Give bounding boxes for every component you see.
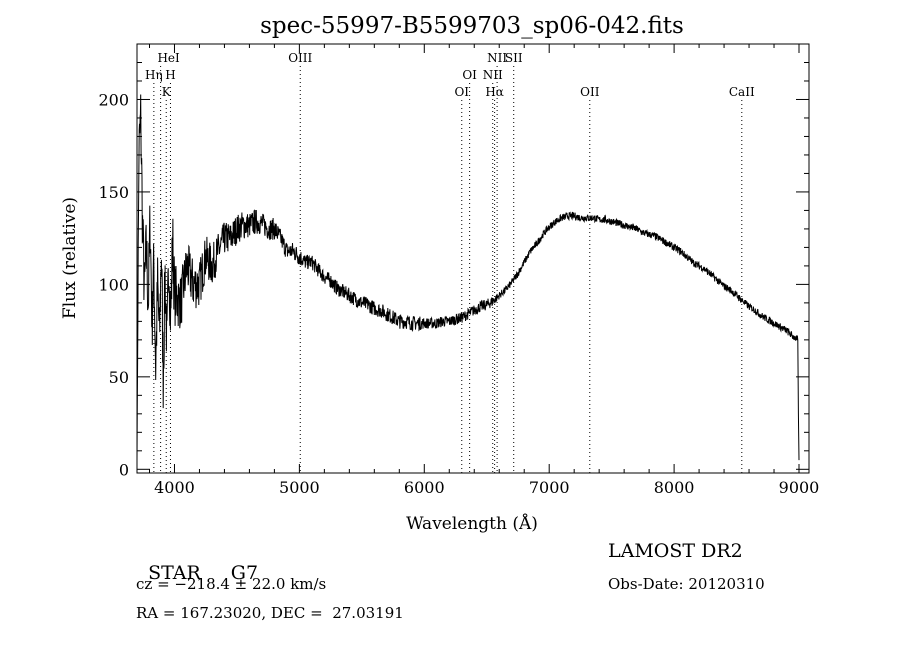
x-tick-label: 7000 [529,478,570,497]
y-axis-label: Flux (relative) [60,197,80,319]
y-tick-label: 100 [98,275,129,294]
redshift-text: cz = −218.4 ± 22.0 km/s [136,575,327,593]
line-label: OI [462,68,477,82]
line-label: Hη [145,68,163,82]
line-label: Hα [485,85,504,99]
class-label: STAR [148,562,201,584]
line-label: CaII [729,85,755,99]
line-label: H [165,68,175,82]
line-label: HeI [157,51,180,65]
x-tick-label: 5000 [279,478,320,497]
object-class: STAR G7 [136,540,258,584]
coordinates-text: RA = 167.23020, DEC = 27.03191 [136,604,404,622]
subclass-label: G7 [230,562,259,584]
line-label: OII [580,85,600,99]
line-label: SII [505,51,523,65]
x-tick-label: 4000 [154,478,195,497]
y-tick-label: 0 [119,460,129,479]
y-tick-label: 50 [109,368,129,387]
survey-label: LAMOST DR2 [608,540,743,562]
line-label: NII [487,51,507,65]
x-tick-label: 9000 [779,478,820,497]
line-label: NII [483,68,503,82]
x-axis-label: Wavelength (Å) [406,513,538,534]
line-label: OIII [288,51,312,65]
obs-date-text: Obs-Date: 20120310 [608,575,765,593]
axis-ticks: 4000 5000 6000 7000 8000 9000 0 50 100 150 200 [98,44,819,497]
line-label: K [162,85,172,99]
chart-title: spec-55997-B5599703_sp06-042.fits [260,13,684,39]
y-tick-label: 200 [98,90,129,109]
line-label: OI [454,85,469,99]
spectrum-line [136,94,800,461]
x-tick-label: 8000 [654,478,695,497]
plot-frame [136,43,810,474]
x-tick-label: 6000 [404,478,445,497]
y-tick-label: 150 [98,183,129,202]
